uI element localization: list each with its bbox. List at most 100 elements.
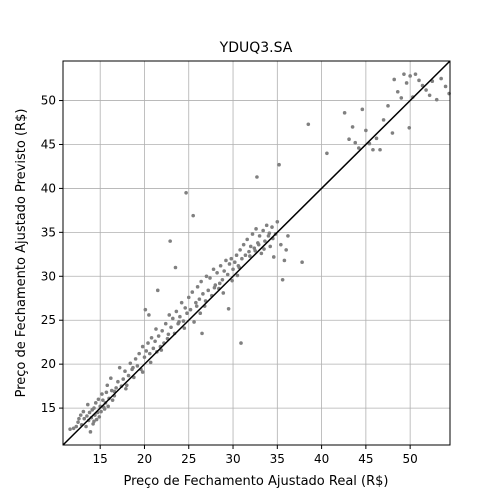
data-point xyxy=(76,420,80,424)
data-point xyxy=(135,364,140,368)
data-point xyxy=(197,297,202,301)
data-point xyxy=(300,260,304,265)
data-point xyxy=(148,360,153,365)
data-point xyxy=(364,128,368,133)
data-point xyxy=(177,320,181,324)
data-point xyxy=(417,78,421,83)
data-point xyxy=(140,344,145,349)
data-point xyxy=(200,331,204,336)
data-point xyxy=(163,321,168,326)
data-point xyxy=(254,227,258,231)
data-point xyxy=(68,427,72,431)
data-point xyxy=(233,260,237,265)
data-point xyxy=(78,413,83,417)
data-point xyxy=(88,430,93,434)
data-point xyxy=(178,314,182,319)
data-point xyxy=(94,417,99,422)
identity-line xyxy=(62,60,451,446)
data-point xyxy=(270,225,274,229)
data-point xyxy=(240,256,244,261)
x-tick-label: 25 xyxy=(181,452,196,466)
axis-ticks: 15 20 25 30 35 40 45 50 15 20 25 30 35 40 45 50 xyxy=(41,94,418,466)
y-tick-label: 20 xyxy=(41,357,56,371)
data-point xyxy=(96,397,101,402)
data-point xyxy=(155,288,160,293)
data-point xyxy=(353,140,358,145)
y-axis-label: Preço de Fechamento Ajustado Previsto (R… xyxy=(14,109,29,398)
data-point xyxy=(247,249,251,254)
data-point xyxy=(144,349,149,353)
y-tick-label: 30 xyxy=(41,269,56,283)
data-point xyxy=(82,416,87,421)
data-point xyxy=(171,316,175,321)
data-point xyxy=(257,234,262,238)
data-point xyxy=(199,279,203,284)
data-point xyxy=(434,97,439,102)
data-point xyxy=(256,242,261,247)
data-point xyxy=(227,262,232,266)
x-tick-label: 50 xyxy=(403,452,418,466)
data-point xyxy=(204,274,209,279)
data-point xyxy=(133,357,138,361)
data-point xyxy=(268,244,273,249)
data-point xyxy=(110,398,115,402)
data-point xyxy=(371,147,375,152)
data-point xyxy=(277,162,281,167)
data-point xyxy=(92,419,96,424)
data-point xyxy=(239,341,243,345)
data-point xyxy=(77,416,81,421)
data-point xyxy=(84,424,88,429)
y-tick-label: 25 xyxy=(41,313,56,327)
data-point xyxy=(222,269,226,273)
y-tick-label: 50 xyxy=(41,94,56,108)
data-point xyxy=(347,137,351,142)
data-point xyxy=(208,276,212,280)
data-point xyxy=(264,223,269,228)
data-point xyxy=(271,255,276,259)
data-point xyxy=(235,273,240,278)
data-point xyxy=(116,379,120,384)
data-point xyxy=(198,311,203,315)
data-point xyxy=(147,351,152,356)
data-point xyxy=(140,370,145,374)
data-point xyxy=(282,258,287,263)
data-point xyxy=(263,239,267,243)
data-point xyxy=(407,125,412,130)
data-point xyxy=(427,93,432,98)
data-point xyxy=(408,74,412,78)
data-point xyxy=(217,281,222,286)
data-point xyxy=(224,258,228,263)
data-point xyxy=(218,263,223,268)
data-point xyxy=(262,247,266,251)
data-point xyxy=(395,89,400,94)
data-point xyxy=(109,376,113,381)
data-point xyxy=(181,319,186,323)
data-point xyxy=(243,253,248,257)
data-point xyxy=(117,365,122,370)
chart-title: YDUQ3.SA xyxy=(219,40,293,56)
data-point xyxy=(147,313,151,317)
data-point xyxy=(93,401,98,405)
data-point xyxy=(124,386,128,391)
y-tick-label: 35 xyxy=(41,225,56,239)
data-point xyxy=(360,107,365,112)
data-point xyxy=(248,254,252,258)
data-point xyxy=(182,326,187,330)
data-point xyxy=(85,414,89,418)
data-point xyxy=(267,231,272,236)
data-point xyxy=(248,244,253,249)
data-point xyxy=(166,332,171,337)
data-point xyxy=(392,77,397,82)
x-tick-label: 15 xyxy=(93,452,108,466)
data-point xyxy=(123,369,127,373)
data-point xyxy=(212,285,217,290)
data-point xyxy=(160,328,164,333)
data-point xyxy=(153,339,157,344)
data-point xyxy=(230,278,234,283)
data-point xyxy=(97,415,102,419)
data-point xyxy=(190,290,195,294)
data-point xyxy=(183,306,188,310)
data-point xyxy=(124,383,129,388)
data-point xyxy=(342,111,347,115)
